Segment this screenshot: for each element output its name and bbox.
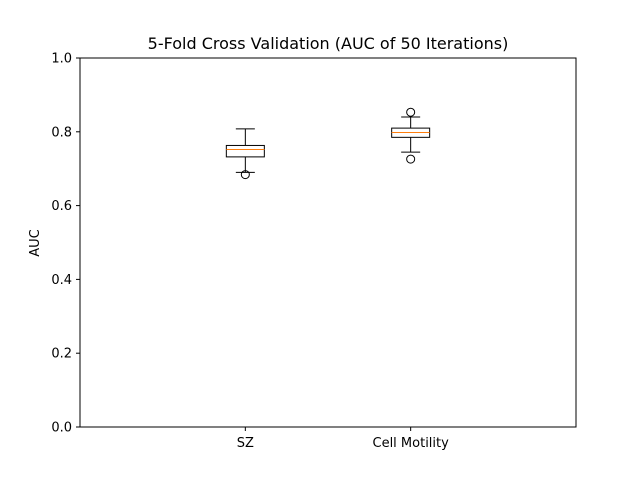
plot-area: 0.0 0.2 0.4 0.6 0.8 1.0 SZ Cell Motility: [51, 52, 577, 451]
plot-frame: [79, 57, 577, 428]
y-axis-label: AUC: [28, 229, 43, 257]
box-iqr: [225, 144, 265, 158]
chart-title: 5-Fold Cross Validation (AUC of 50 Itera…: [148, 34, 509, 53]
y-tick-label: 0.2: [51, 347, 72, 362]
y-tick-label: 0.6: [51, 199, 72, 214]
y-tick-label: 0.4: [51, 273, 72, 288]
y-tick-label: 0.8: [51, 125, 72, 140]
x-tick-label: SZ: [237, 436, 254, 451]
outlier-point: [406, 107, 416, 117]
y-tick-label: 0.0: [51, 421, 72, 436]
outlier-point: [240, 170, 250, 180]
outlier-point: [406, 154, 416, 164]
x-tick-label: Cell Motility: [373, 436, 450, 451]
y-tick-label: 1.0: [51, 52, 72, 67]
